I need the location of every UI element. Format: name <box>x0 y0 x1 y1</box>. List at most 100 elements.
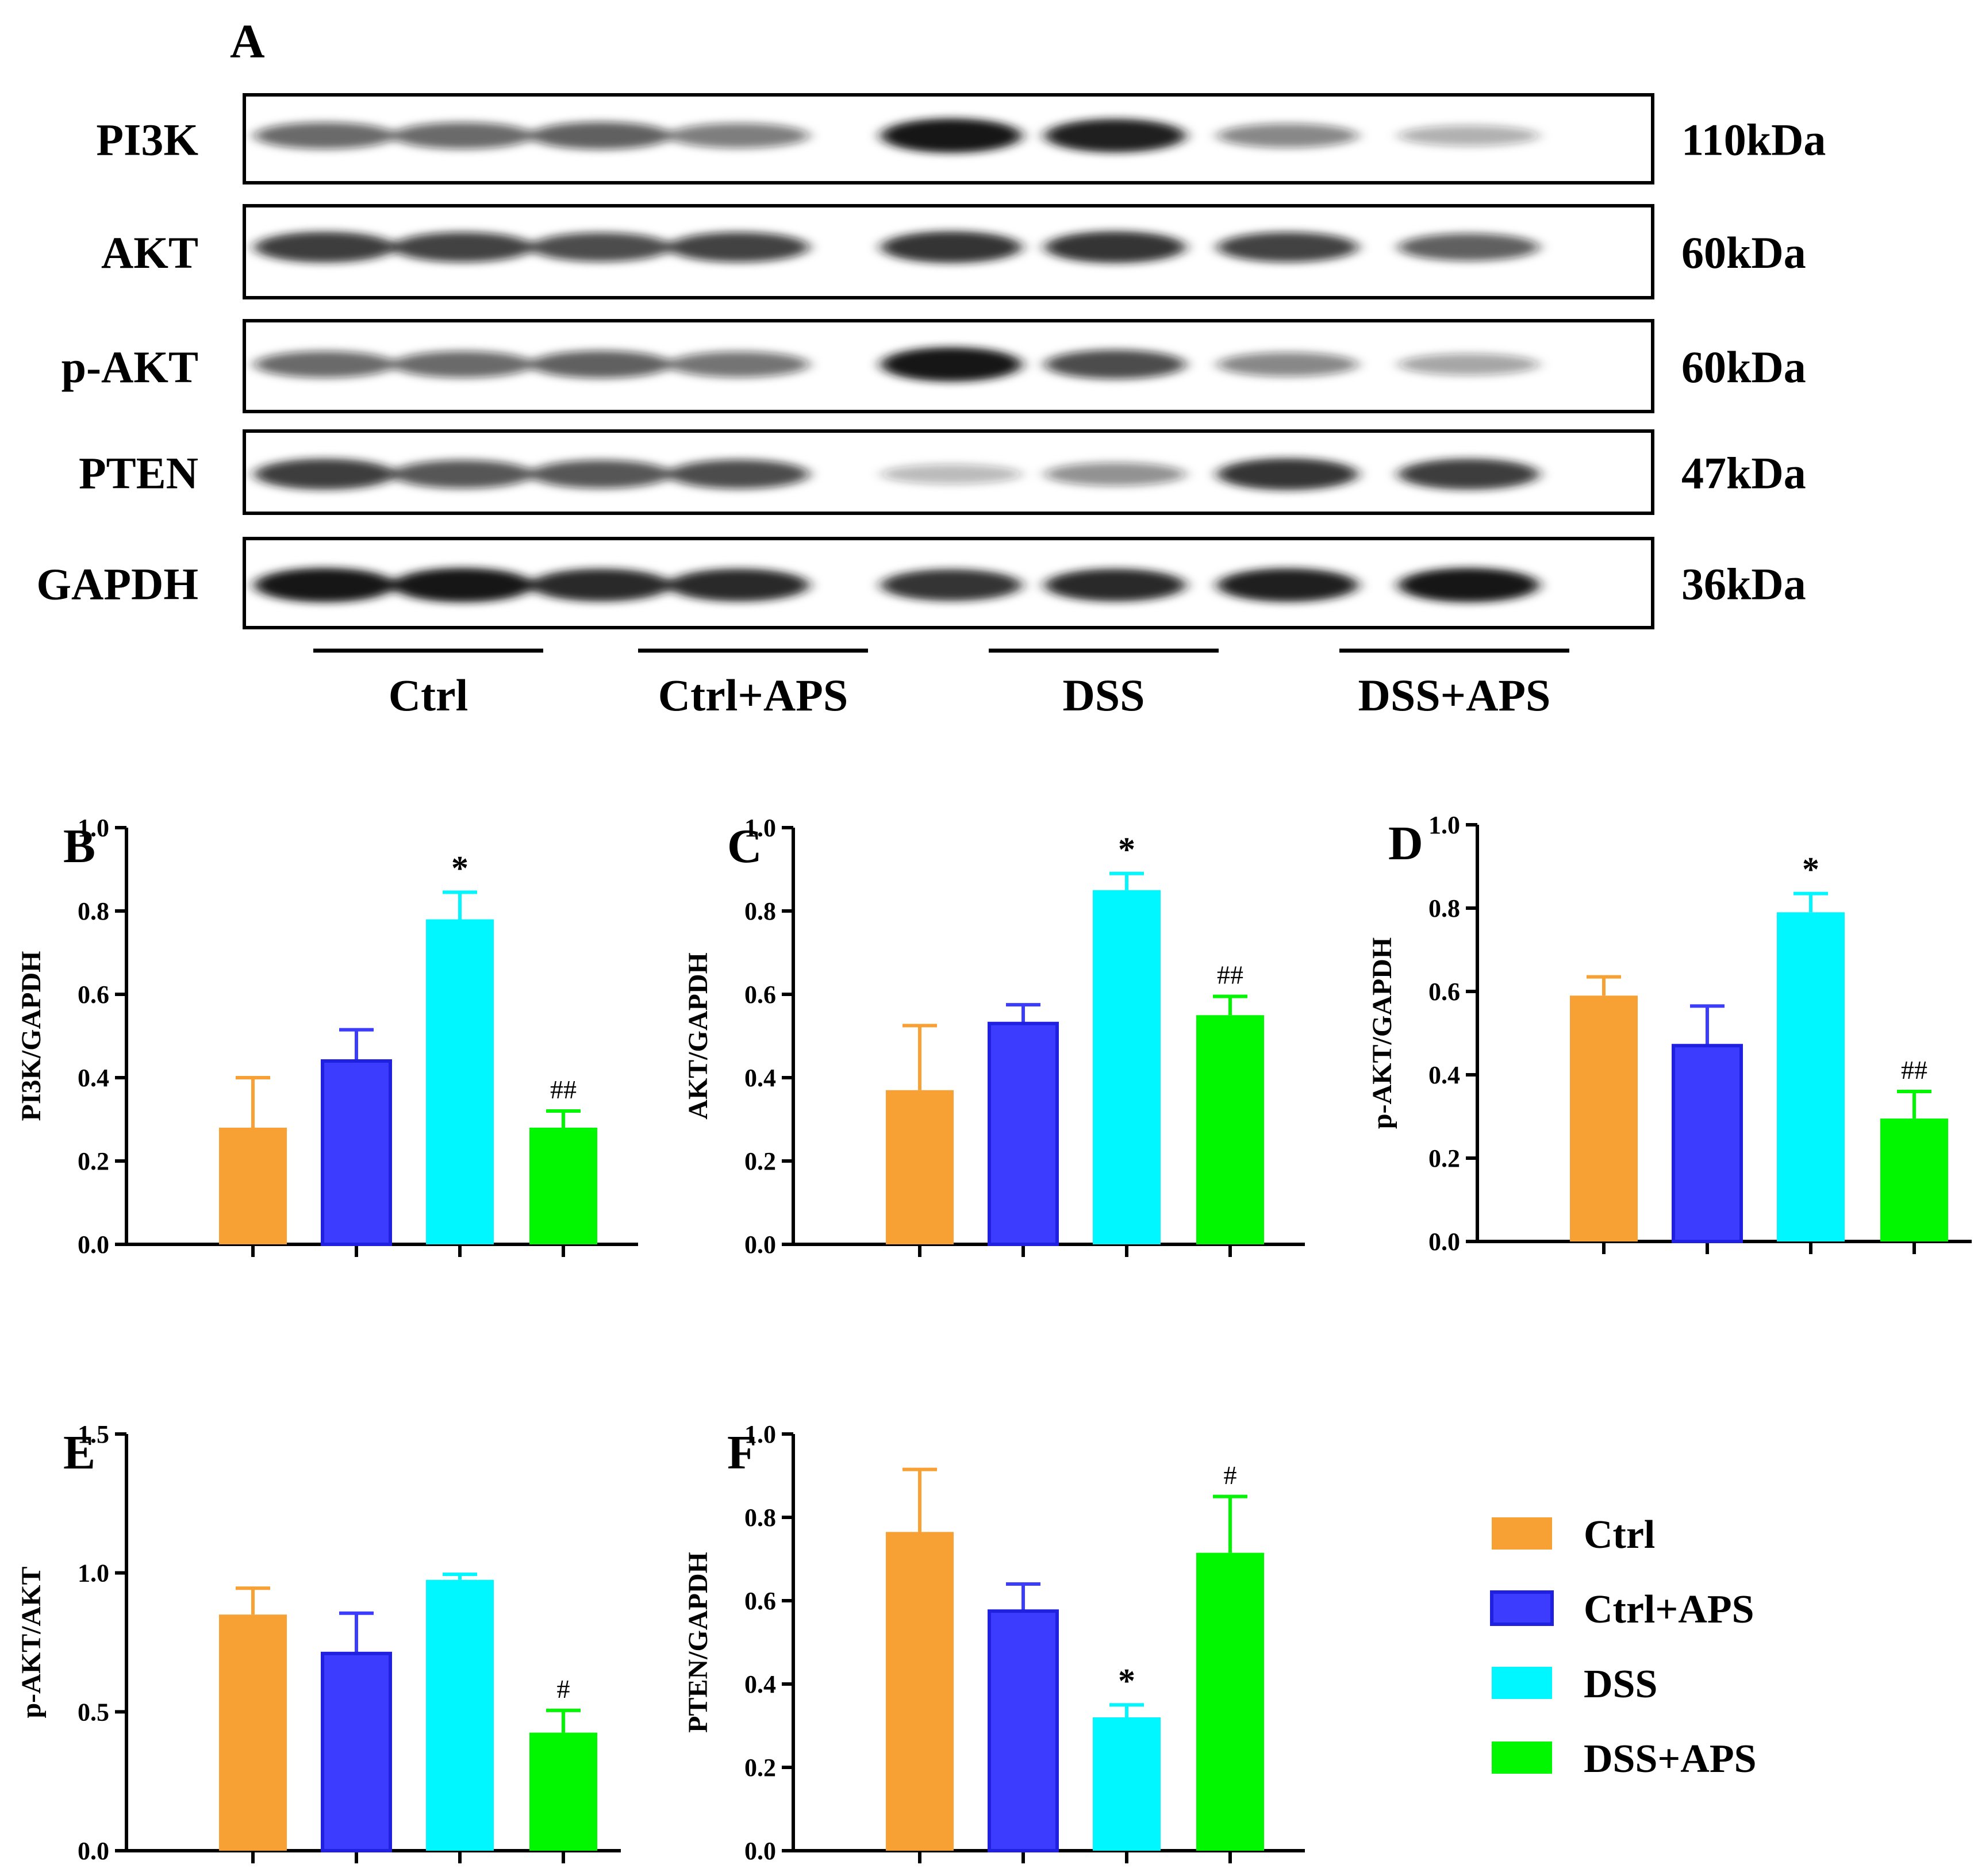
blot-protein-label: AKT <box>101 228 198 278</box>
blot-band <box>254 232 395 263</box>
panel-label-b: B <box>63 820 95 873</box>
bar-dss-aps <box>1196 1552 1264 1851</box>
blot-band <box>1044 568 1186 602</box>
significance-label: * <box>1802 851 1819 889</box>
bar-dss <box>426 919 494 1244</box>
legend-item: DSS+APS <box>1492 1737 1757 1781</box>
y-axis-label: PTEN/GAPDH <box>683 1552 713 1733</box>
bar-dss-aps <box>529 1732 597 1851</box>
blot-band <box>1217 458 1358 490</box>
y-tick-label: 0.8 <box>744 897 776 925</box>
bar-ctrl <box>1570 995 1638 1241</box>
bar-dss-aps <box>1880 1118 1948 1241</box>
blot-row-p-akt: p-AKT 60kDa <box>62 319 1806 413</box>
blot-band <box>881 231 1022 263</box>
blot-band <box>1044 118 1186 153</box>
blot-protein-label: PTEN <box>79 448 198 498</box>
blot-protein-label: PI3K <box>96 115 198 165</box>
blot-band <box>881 569 1022 601</box>
blot-band <box>530 568 671 602</box>
bar-ctrl <box>219 1614 287 1851</box>
blot-band <box>1044 349 1186 379</box>
blot-bands <box>254 118 1539 153</box>
panel-label-e: E <box>63 1426 95 1479</box>
legend-item: Ctrl <box>1492 1513 1655 1557</box>
legend: Ctrl Ctrl+APS DSS DSS+APS <box>1490 1513 1757 1781</box>
y-tick-label: 1.0 <box>744 814 776 842</box>
y-axis-label: p-AKT/GAPDH <box>1367 937 1397 1129</box>
blot-band <box>254 351 395 378</box>
blot-row-akt: AKT 60kDa <box>101 204 1806 299</box>
blot-band <box>392 351 533 378</box>
y-tick-label: 1.0 <box>1428 811 1460 839</box>
y-tick-label: 1.0 <box>78 1559 109 1587</box>
y-tick-label: 0.2 <box>78 1147 109 1175</box>
y-tick-label: 0.0 <box>1428 1228 1460 1256</box>
blot-band <box>392 460 533 489</box>
bar-ctrl <box>219 1128 287 1244</box>
legend-label: Ctrl <box>1584 1513 1655 1557</box>
bar-dss-aps <box>1196 1015 1264 1244</box>
blot-band <box>1217 568 1358 602</box>
bar-dss <box>426 1579 494 1851</box>
bar-dss <box>1777 912 1845 1241</box>
blot-band <box>668 351 809 378</box>
blot-band <box>1044 231 1186 263</box>
group-label: Ctrl+APS <box>658 670 848 720</box>
y-tick-label: 0.2 <box>1428 1144 1460 1172</box>
y-tick-label: 1.0 <box>744 1420 776 1448</box>
legend-swatch <box>1492 1517 1552 1550</box>
blot-band <box>530 460 671 489</box>
significance-label: # <box>1224 1460 1237 1490</box>
chart-panel-d: D 0.0 0.2 0.4 0.6 0.8 1.0 p-AKT/GAPDH * ## <box>1367 811 1972 1256</box>
blot-band <box>392 568 533 602</box>
legend-swatch <box>1492 1742 1552 1774</box>
blot-band <box>392 232 533 263</box>
blot-band <box>668 123 809 148</box>
bar-dss-aps <box>529 1128 597 1244</box>
blot-band <box>530 351 671 378</box>
bar-ctrl-aps <box>1672 1044 1743 1243</box>
bar-ctrl-aps <box>988 1609 1059 1852</box>
y-tick-label: 0.0 <box>744 1231 776 1259</box>
significance-label: * <box>1118 831 1135 868</box>
blot-protein-label: p-AKT <box>62 342 198 392</box>
blot-band <box>668 459 809 489</box>
blot-bands <box>254 347 1539 382</box>
blot-band <box>530 122 671 149</box>
legend-item: Ctrl+APS <box>1490 1587 1754 1632</box>
y-tick-label: 0.4 <box>744 1670 776 1698</box>
blot-bands <box>254 458 1539 490</box>
y-tick-label: 0.6 <box>78 981 109 1009</box>
blot-mw-label: 36kDa <box>1681 559 1806 609</box>
panel-label-d: D <box>1388 817 1423 870</box>
blot-band <box>881 464 1022 485</box>
bar-dss <box>1093 1717 1161 1851</box>
bar-ctrl-aps <box>321 1651 392 1852</box>
chart-panel-f: F 0.0 0.2 0.4 0.6 0.8 1.0 PTEN/GAPDH * # <box>683 1420 1305 1865</box>
blot-row-pi3k: PI3K 110kDa <box>96 93 1826 184</box>
y-tick-label: 0.2 <box>744 1754 776 1782</box>
blot-row-pten: PTEN 47kDa <box>79 429 1806 515</box>
significance-label: * <box>1118 1662 1135 1700</box>
bar-ctrl-aps <box>988 1021 1059 1246</box>
blot-band <box>392 122 533 149</box>
bar-dss <box>1093 890 1161 1244</box>
bar-ctrl <box>886 1532 954 1851</box>
legend-label: DSS <box>1584 1662 1657 1706</box>
y-tick-label: 0.0 <box>744 1837 776 1865</box>
blot-band <box>1398 459 1539 490</box>
y-tick-label: 0.6 <box>1428 978 1460 1006</box>
chart-panel-b: B 0.0 0.2 0.4 0.6 0.8 1.0 PI3K/GAPDH * ## <box>16 814 638 1259</box>
group-label: DSS+APS <box>1358 670 1551 720</box>
blot-band <box>1398 125 1539 146</box>
blot-band <box>1398 568 1539 602</box>
blot-protein-label: GAPDH <box>36 559 198 609</box>
significance-label: ## <box>1217 960 1243 990</box>
panel-label-c: C <box>727 820 762 873</box>
chart-panel-e: E 0.0 0.5 1.0 1.5 p-AKT/AKT # <box>16 1420 621 1865</box>
y-tick-label: 0.0 <box>78 1837 109 1865</box>
blot-bands <box>254 231 1539 263</box>
y-tick-label: 0.4 <box>1428 1061 1460 1089</box>
